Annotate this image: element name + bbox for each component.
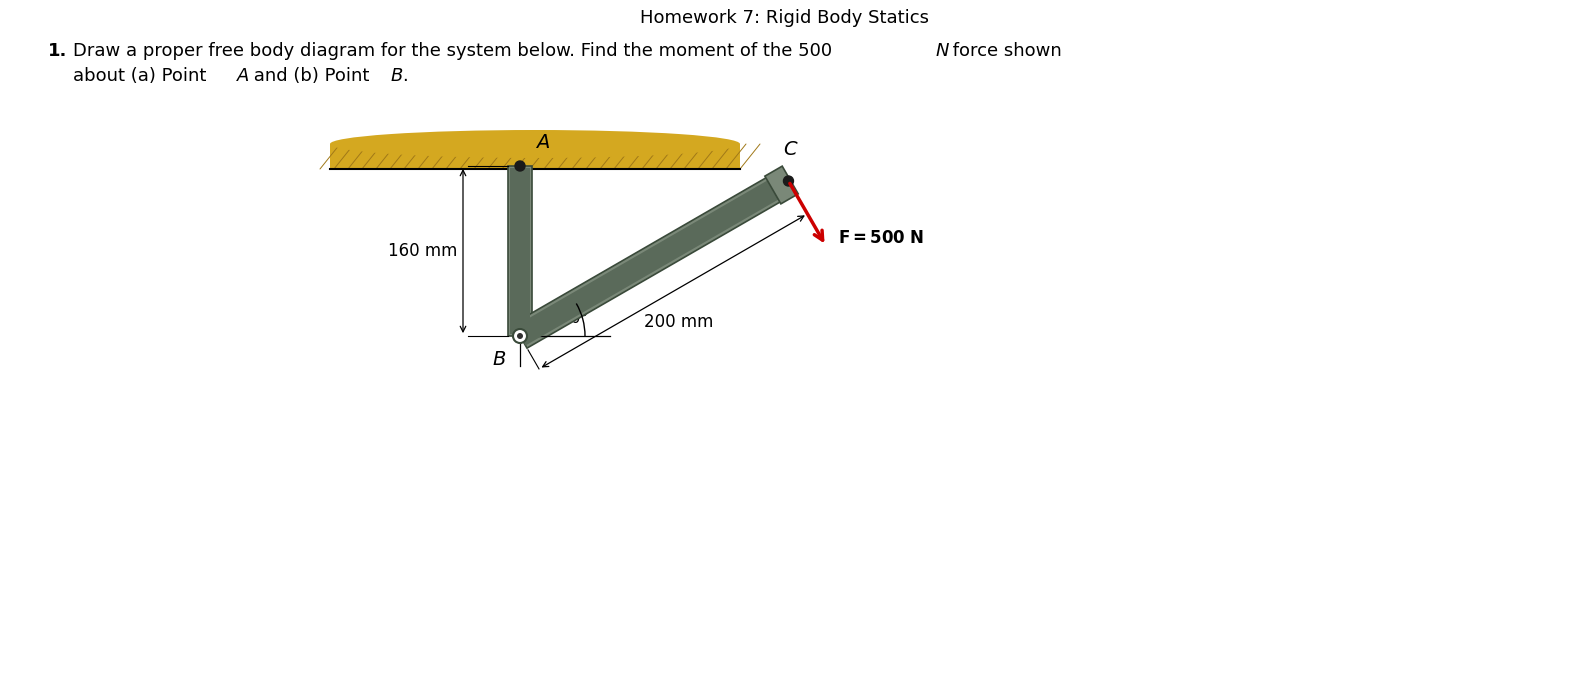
Circle shape [783,176,793,186]
Text: $C$: $C$ [783,140,799,159]
Text: $\mathbf{F = 500\ N}$: $\mathbf{F = 500\ N}$ [838,229,925,247]
Ellipse shape [330,130,739,158]
Circle shape [517,333,523,339]
Text: Homework 7: Rigid Body Statics: Homework 7: Rigid Body Statics [641,9,929,27]
Text: $N$: $N$ [936,42,950,60]
Text: 200 mm: 200 mm [644,314,713,332]
Polygon shape [765,166,798,204]
Polygon shape [515,171,794,346]
Text: 30°: 30° [562,311,589,326]
Text: and (b) Point: and (b) Point [248,67,375,85]
FancyBboxPatch shape [330,144,739,169]
Text: $B$: $B$ [389,67,403,85]
Text: $B$: $B$ [491,350,506,369]
Polygon shape [513,169,796,348]
Text: $A$: $A$ [535,133,549,152]
Circle shape [513,329,528,343]
Text: $A$: $A$ [236,67,250,85]
Text: about (a) Point: about (a) Point [72,67,212,85]
Circle shape [515,161,524,171]
FancyBboxPatch shape [509,166,532,336]
Text: 1.: 1. [49,42,68,60]
Text: .: . [402,67,408,85]
Text: force shown: force shown [947,42,1061,60]
Text: 160 mm: 160 mm [388,242,457,260]
FancyBboxPatch shape [510,168,531,334]
Text: Draw a proper free body diagram for the system below. Find the moment of the 500: Draw a proper free body diagram for the … [72,42,838,60]
